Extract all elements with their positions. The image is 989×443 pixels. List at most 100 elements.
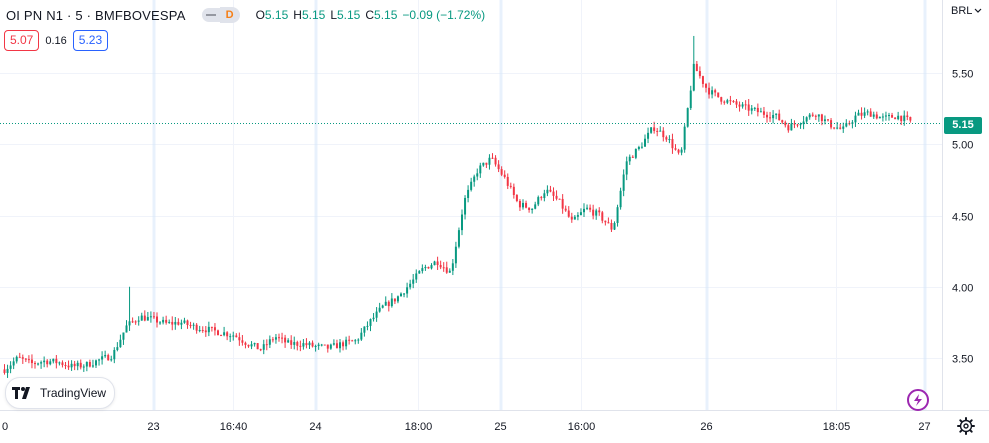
candle: [433, 260, 436, 266]
candle: [756, 103, 759, 117]
candle: [808, 113, 811, 120]
candle: [637, 145, 640, 151]
candle: [372, 313, 375, 322]
candle: [345, 336, 348, 350]
candle: [46, 359, 49, 368]
candle: [107, 353, 110, 361]
candle: [689, 85, 692, 110]
candle: [95, 359, 97, 369]
candle: [177, 318, 180, 326]
candle: [281, 332, 284, 344]
candle: [583, 203, 585, 218]
candle: [189, 321, 192, 329]
x-tick-label: 26: [700, 421, 712, 433]
candle: [793, 120, 796, 129]
x-tick-label: 25: [494, 421, 506, 433]
candle: [296, 340, 299, 351]
candle: [903, 110, 906, 126]
candle: [396, 295, 399, 304]
candle: [762, 106, 765, 119]
ohlc-high-value: 5.15: [301, 8, 326, 22]
candle: [692, 35, 695, 92]
candle: [320, 343, 323, 347]
candle: [201, 326, 204, 333]
candle: [878, 116, 881, 119]
candle: [473, 174, 476, 187]
candle: [15, 355, 18, 364]
candle: [351, 339, 354, 342]
candle: [442, 262, 445, 272]
y-tick-label: 4.50: [952, 212, 973, 224]
candle: [436, 256, 439, 270]
candle: [387, 300, 390, 312]
grid-lines: [0, 0, 942, 410]
currency-label: BRL: [951, 5, 973, 17]
x-tick-label: 24: [309, 421, 321, 433]
session-break-lines: [152, 0, 927, 410]
candle: [180, 319, 183, 330]
time-axis[interactable]: 0 23 16:40 24 18:00 25 16:00 26 18:05 27: [2, 421, 931, 433]
x-tick-label: 18:05: [823, 421, 851, 433]
candle: [409, 279, 412, 290]
candle: [522, 199, 524, 210]
candle: [363, 326, 366, 337]
candle: [799, 122, 802, 129]
candle: [448, 268, 451, 273]
candle: [85, 361, 88, 372]
candle: [720, 96, 723, 105]
y-tick-label: 4.00: [952, 283, 973, 295]
candle: [781, 119, 784, 125]
candle: [430, 263, 433, 270]
candle: [546, 185, 549, 197]
candle: [854, 111, 857, 127]
currency-selector[interactable]: BRL: [951, 5, 982, 17]
symbol-title[interactable]: OI PN N1 · 5 · BMFBOVESPA: [6, 7, 186, 23]
y-tick-label: 3.50: [952, 354, 973, 366]
candle: [817, 114, 820, 122]
candle: [708, 82, 711, 99]
candle: [311, 340, 314, 348]
candle: [326, 344, 329, 353]
lightning-icon[interactable]: [907, 389, 929, 411]
candle: [418, 270, 421, 274]
bid-price-button[interactable]: 5.07: [4, 30, 40, 51]
candle: [866, 109, 869, 116]
candle: [494, 155, 497, 167]
candle: [400, 292, 402, 297]
candle: [314, 344, 317, 352]
candle: [287, 338, 290, 343]
candle: [213, 323, 216, 336]
eye-icon[interactable]: [201, 8, 220, 22]
candle: [247, 344, 250, 348]
candle: [622, 169, 625, 197]
candle: [601, 210, 604, 224]
tradingview-logo[interactable]: TradingView: [5, 377, 116, 409]
candle: [564, 205, 567, 212]
price-axis[interactable]: 3.50 4.00 4.50 5.00 5.50: [952, 69, 973, 366]
candle: [656, 127, 659, 137]
ohlc-low-value: 5.15: [337, 8, 361, 22]
session-break: [923, 0, 927, 410]
candle: [162, 316, 165, 325]
candle: [881, 113, 884, 122]
candle: [525, 200, 528, 209]
candles: [3, 35, 912, 378]
candle: [805, 116, 808, 124]
candle: [454, 241, 457, 268]
candle: [842, 122, 845, 133]
candle: [366, 321, 369, 331]
candle: [604, 220, 607, 226]
candle: [152, 311, 155, 319]
candle: [235, 333, 238, 338]
interval-badge[interactable]: D: [219, 7, 240, 23]
ask-price-button[interactable]: 5.23: [72, 30, 109, 51]
gear-icon[interactable]: [957, 417, 975, 435]
candle: [207, 321, 210, 337]
candle: [555, 190, 558, 201]
candle: [814, 114, 817, 121]
candle: [335, 339, 338, 349]
candle: [131, 317, 134, 323]
candle: [308, 341, 311, 350]
candle: [900, 115, 903, 126]
